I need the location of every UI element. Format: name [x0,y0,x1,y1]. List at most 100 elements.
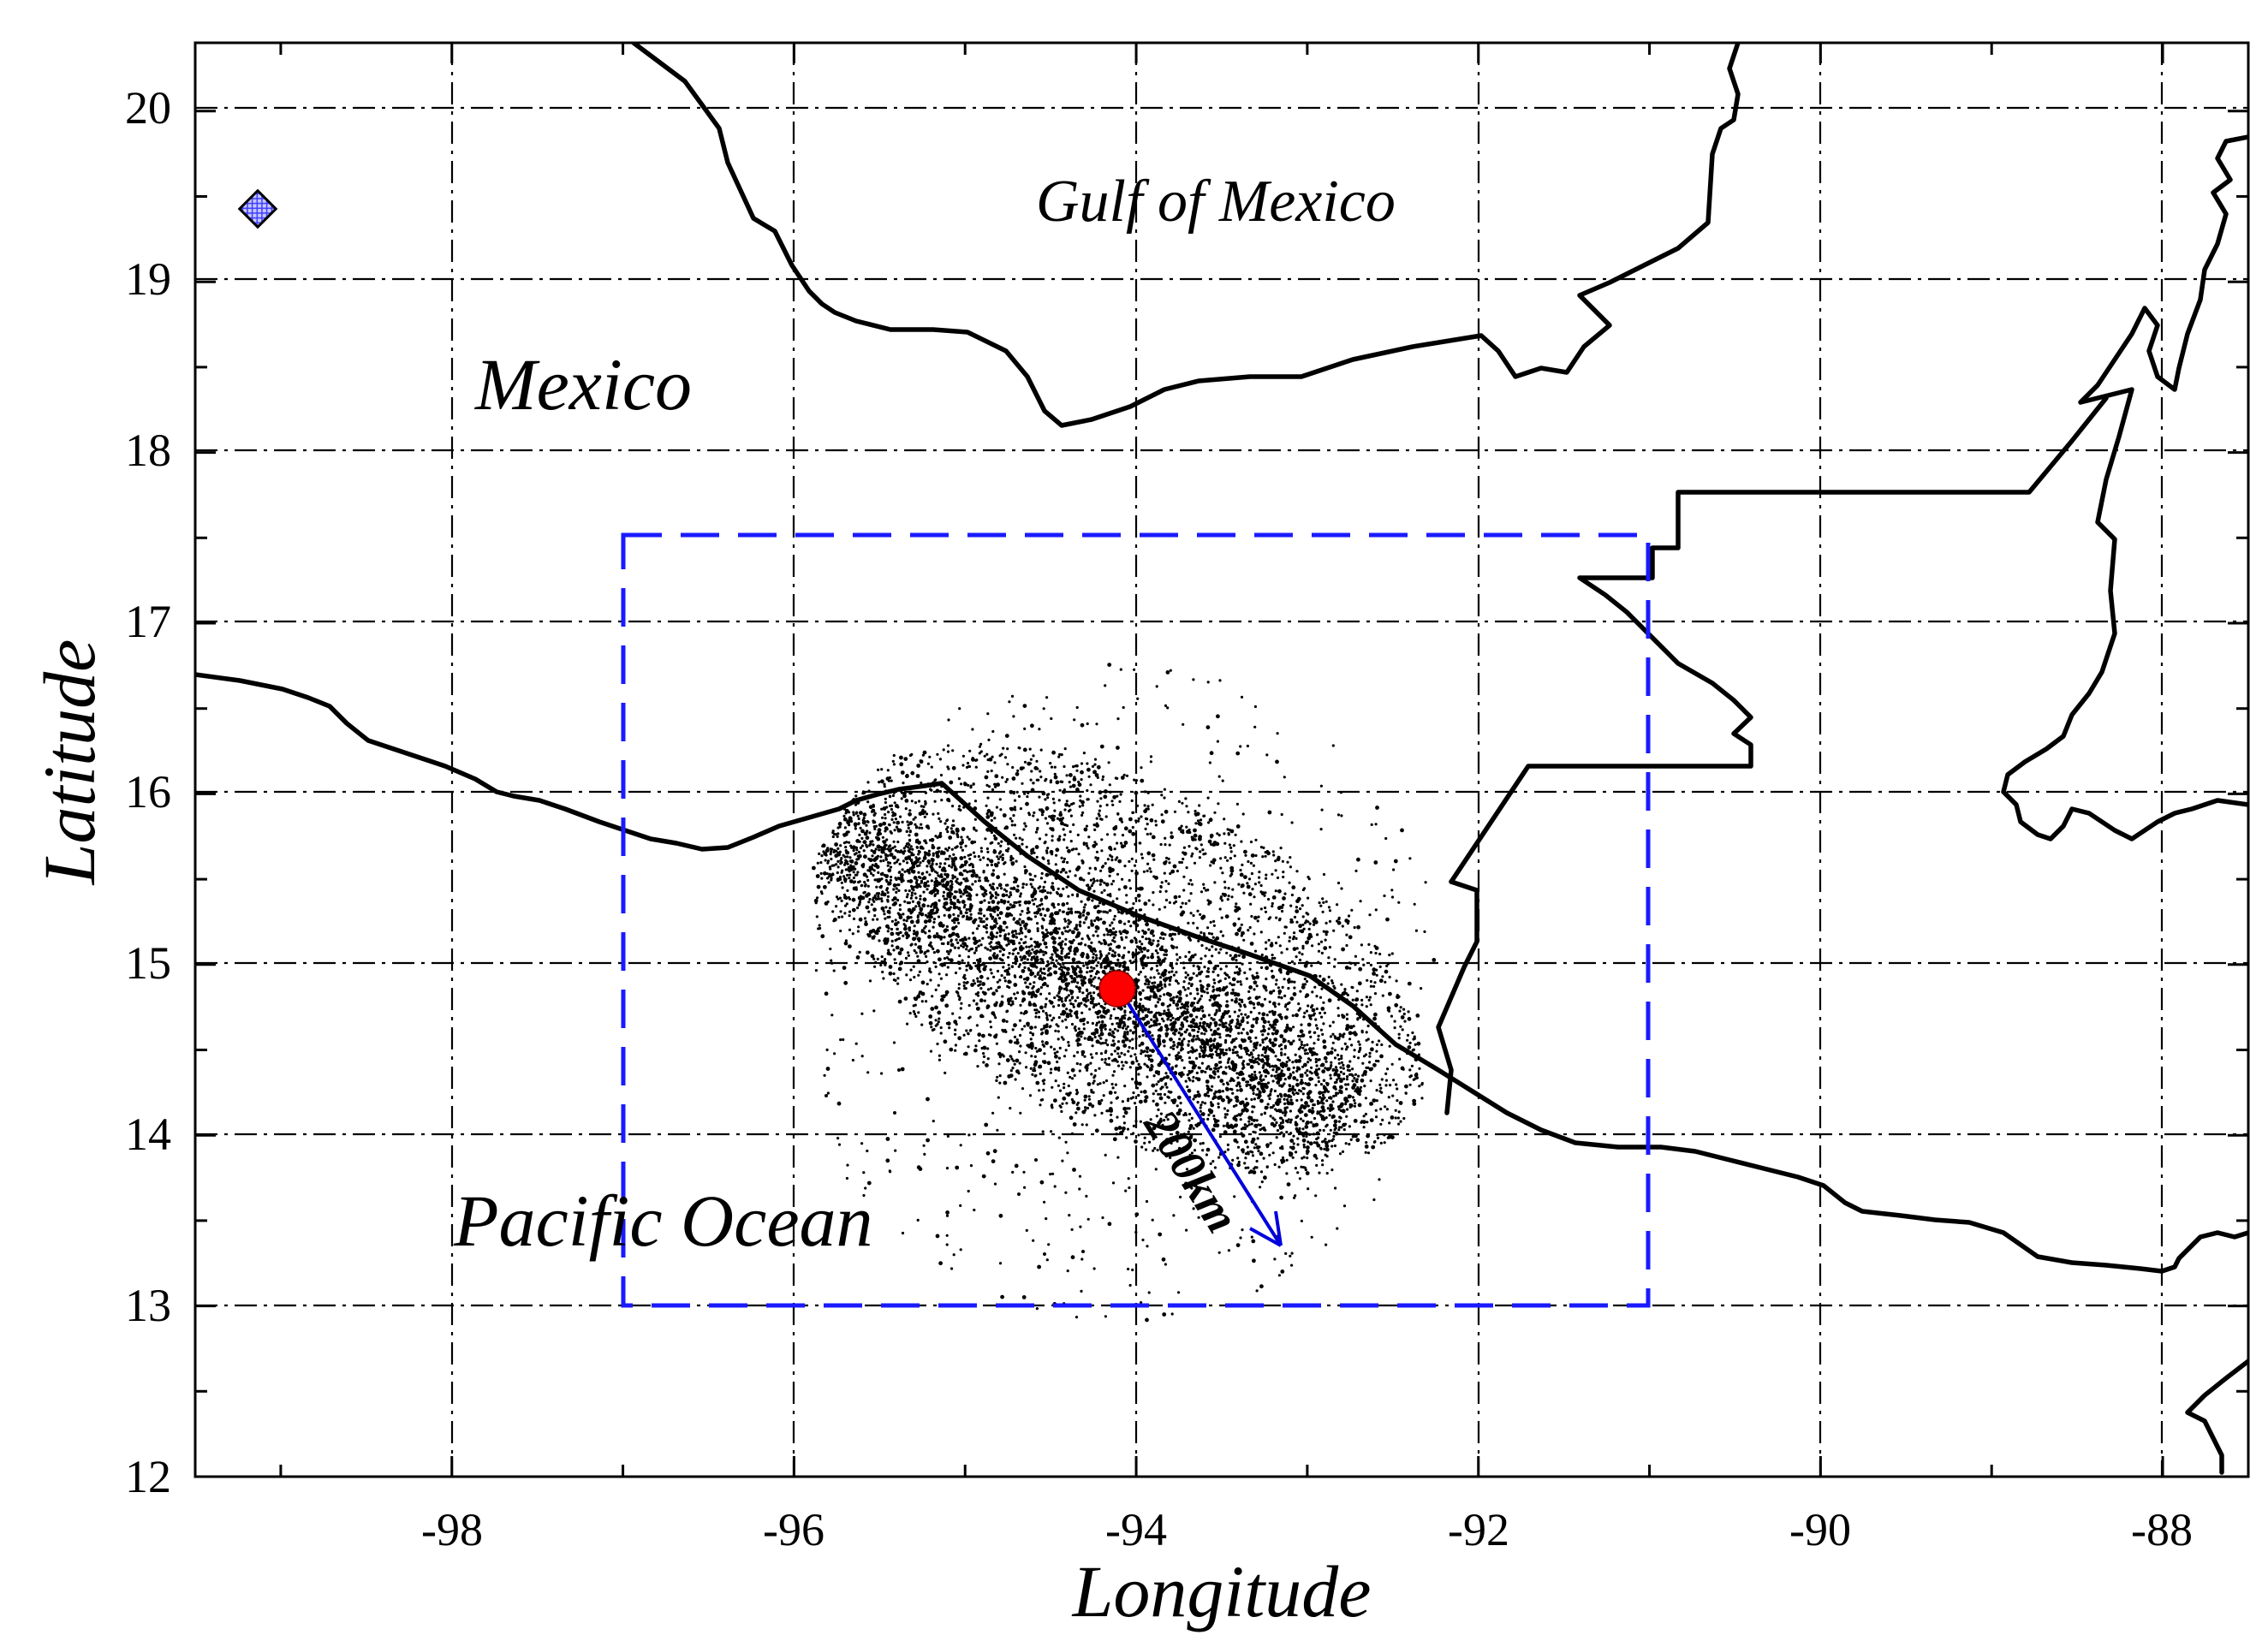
earthquake-point [1240,883,1245,888]
earthquake-point [970,983,974,987]
earthquake-point [922,1144,926,1147]
earthquake-point [1033,1067,1036,1070]
earthquake-point [1176,982,1180,985]
earthquake-point [1077,782,1082,788]
earthquake-point [922,855,927,860]
earthquake-point [1307,896,1310,900]
earthquake-point [1140,942,1144,946]
earthquake-point [868,831,872,835]
earthquake-point [1072,777,1077,782]
earthquake-point [1044,895,1049,900]
earthquake-point [1094,1003,1098,1007]
earthquake-point [1348,1143,1351,1146]
earthquake-point [1325,1123,1329,1127]
earthquake-point [921,877,925,880]
earthquake-point [1087,1097,1092,1101]
earthquake-point [1145,996,1150,1001]
earthquake-point [1165,856,1169,859]
earthquake-point [1336,881,1341,885]
earthquake-point [1253,1105,1256,1109]
earthquake-point [1001,893,1006,898]
earthquake-point [1255,1061,1259,1064]
earthquake-point [1240,695,1244,699]
earthquake-point [1007,847,1010,851]
earthquake-point [840,857,843,860]
earthquake-point [1045,945,1048,949]
earthquake-point [1045,1029,1049,1034]
earthquake-point [1360,1031,1364,1034]
earthquake-point [1018,918,1021,921]
earthquake-point [1021,998,1025,1002]
earthquake-point [921,808,925,812]
earthquake-point [1234,833,1237,836]
earthquake-point [1106,956,1110,960]
earthquake-point [933,779,937,782]
earthquake-point [1134,960,1138,963]
earthquake-point [1275,916,1278,919]
earthquake-point [1235,902,1238,906]
earthquake-point [1315,1131,1320,1136]
earthquake-point [1275,1121,1278,1125]
earthquake-point [1130,869,1134,872]
earthquake-point [1198,804,1201,807]
earthquake-point [1041,960,1045,964]
earthquake-point [1172,999,1176,1002]
earthquake-point [1275,1070,1278,1073]
earthquake-point [1388,954,1391,957]
earthquake-point [831,829,835,833]
earthquake-point [1076,1106,1080,1111]
earthquake-point [1024,824,1027,828]
earthquake-point [940,850,944,853]
earthquake-point [964,937,967,942]
earthquake-point [1028,1094,1033,1097]
earthquake-point [1319,1096,1322,1099]
earthquake-point [971,863,974,866]
earthquake-point [1011,765,1015,770]
earthquake-point [839,859,842,862]
earthquake-point [1216,714,1220,719]
earthquake-point [964,911,967,914]
earthquake-point [1038,808,1042,812]
earthquake-point [1011,1028,1015,1032]
earthquake-point [1357,981,1362,986]
earthquake-point [962,877,966,881]
earthquake-point [1039,985,1043,990]
earthquake-point [1299,907,1302,911]
earthquake-point [1021,1087,1025,1091]
earthquake-point [918,1167,923,1171]
earthquake-point [899,755,903,760]
earthquake-point [854,827,857,830]
earthquake-point [1360,943,1363,947]
earthquake-point [1141,935,1145,938]
earthquake-point [1271,1068,1275,1072]
earthquake-point [1035,1049,1039,1053]
earthquake-point [1298,924,1302,929]
earthquake-point [930,788,933,792]
earthquake-point [1116,746,1120,750]
earthquake-point [862,812,867,817]
earthquake-point [1226,1061,1229,1064]
earthquake-point [872,907,877,912]
earthquake-point [1357,1040,1360,1043]
earthquake-point [1163,993,1166,996]
earthquake-point [1384,1105,1387,1109]
earthquake-point [1039,1180,1045,1185]
earthquake-point [1031,955,1034,959]
earthquake-point [984,837,987,841]
earthquake-point [1069,999,1072,1002]
earthquake-point [1398,1009,1402,1013]
earthquake-point [1046,847,1050,850]
earthquake-point [880,906,885,911]
earthquake-point [1247,877,1252,881]
earthquake-point [1327,998,1332,1003]
earthquake-point [1070,1132,1074,1135]
earthquake-point [1106,858,1110,861]
earthquake-point [1089,1053,1092,1056]
earthquake-point [906,1022,909,1026]
earthquake-point [1406,1033,1410,1037]
earthquake-point [916,915,920,919]
earthquake-point [1036,826,1039,830]
earthquake-point [1235,1140,1239,1144]
earthquake-point [1041,856,1045,859]
earthquake-point [1276,732,1279,735]
